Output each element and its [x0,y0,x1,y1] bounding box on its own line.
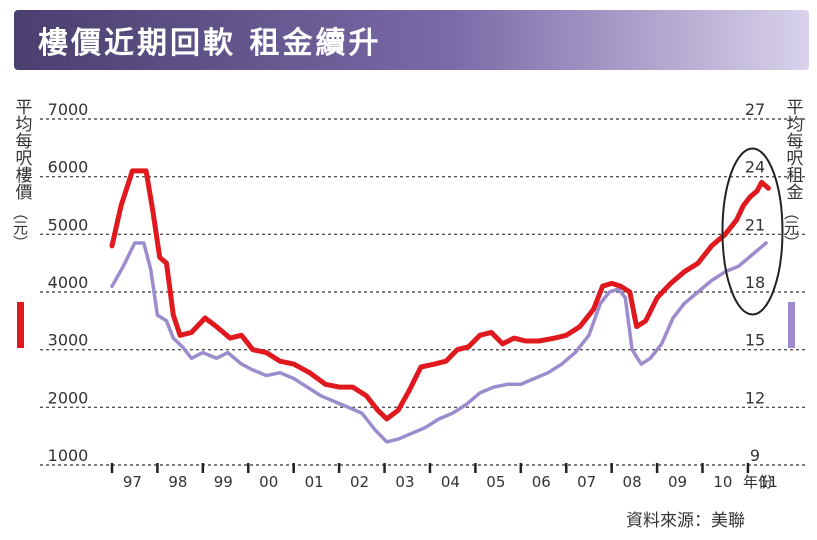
x-tick-label: 07 [577,473,596,491]
x-axis-label: 年份 [743,473,773,491]
y-right-tick-label: 15 [745,331,765,350]
x-tick-label: 99 [214,473,233,491]
x-tick-label: 97 [123,473,142,491]
x-tick-label: 08 [623,473,642,491]
rent-legend-swatch [788,302,795,348]
chart-title: 樓價近期回軟 租金續升 [38,26,382,61]
price-legend-swatch [17,302,24,348]
y-right-tick-label: 18 [745,273,765,292]
x-tick-label: 01 [305,473,324,491]
y-right-tick-label: 24 [745,158,765,177]
y-right-tick-label: 21 [745,215,765,234]
x-tick-label: 02 [350,473,369,491]
y-left-tick-label: 5000 [48,215,89,234]
y-right-tick-label: 9 [750,446,760,465]
y-right-tick-label: 12 [745,388,765,407]
y-left-tick-label: 7000 [48,100,89,119]
y-left-tick-label: 2000 [48,388,89,407]
left-axis-label-text: 平均每呎樓價 [11,98,32,200]
annotation-ellipse [721,147,784,316]
x-tick-label: 06 [532,473,551,491]
y-left-tick-label: 3000 [48,331,89,350]
x-tick-label: 05 [486,473,505,491]
rent-series-line [110,241,768,444]
x-tick-label: 09 [668,473,687,491]
source-note: 資料來源：美聯 [626,511,745,531]
x-tick-label: 03 [395,473,414,491]
left-axis-unit: （元） [11,205,29,250]
y-left-tick-label: 1000 [48,446,89,465]
right-axis-label-text: 平均每呎租金 [782,98,803,200]
y-left-tick-label: 6000 [48,158,89,177]
y-right-tick-label: 27 [745,100,765,119]
x-tick-label: 11 [759,473,778,491]
title-banner: 樓價近期回軟 租金續升 [14,10,809,70]
x-tick-label: 98 [168,473,187,491]
right-axis-unit: （元） [782,205,800,250]
y-left-tick-label: 4000 [48,273,89,292]
x-tick-label: 00 [259,473,278,491]
price-series-line [109,168,771,422]
x-tick-label: 04 [441,473,460,491]
left-axis-label: 平均每呎樓價 （元） [10,98,32,250]
right-axis-label: 平均每呎租金 （元） [781,98,803,250]
x-tick-label: 10 [713,473,732,491]
